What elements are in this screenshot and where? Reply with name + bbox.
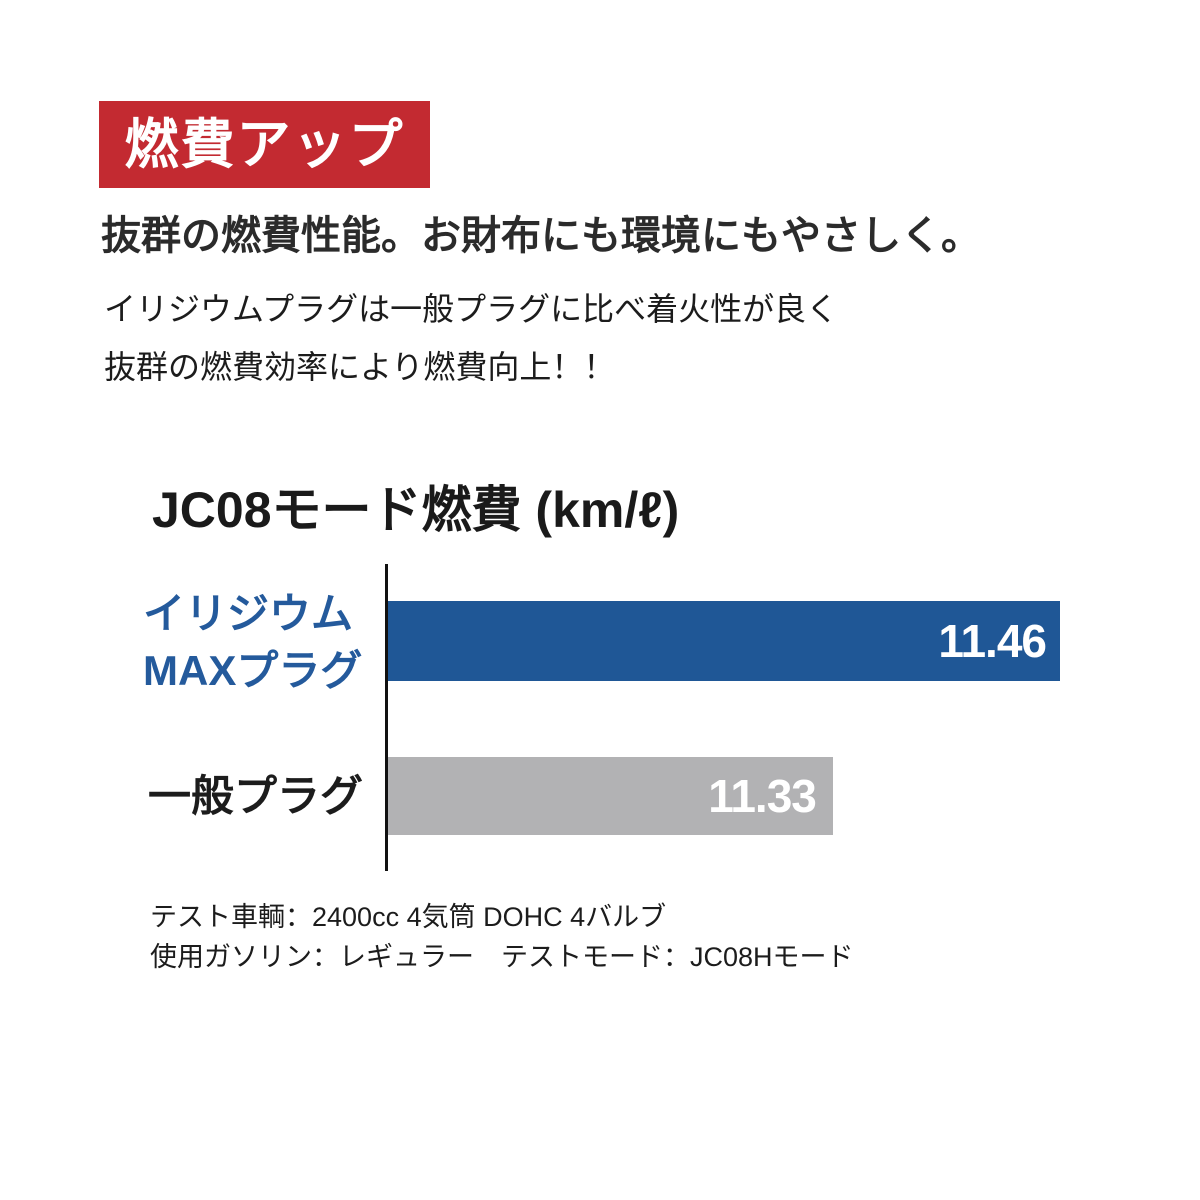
footnote-line-2: 使用ガソリン：レギュラー テストモード：JC08Hモード <box>150 942 854 972</box>
bar-value-iridium-max: 11.46 <box>938 615 1047 667</box>
chart-title: JC08モード燃費 (km/ℓ) <box>152 482 680 538</box>
headline: 抜群の燃費性能。お財布にも環境にもやさしく。 <box>101 214 981 258</box>
fuel-up-badge: 燃費アップ <box>99 101 430 188</box>
bar-label-iridium-max-plug: イリジウム MAXプラグ <box>143 590 363 695</box>
bar-standard-plug: 11.33 <box>388 757 833 835</box>
description-line-1: イリジウムプラグは一般プラグに比べ着火性が良く <box>104 291 839 327</box>
bar-iridium-max-plug: 11.46 <box>388 601 1060 681</box>
chart-y-axis-line <box>385 564 388 871</box>
bar-track-iridium-max: 11.46 <box>388 601 1060 681</box>
bar-value-standard: 11.33 <box>708 770 817 822</box>
bar-label-standard-plug: 一般プラグ <box>148 773 363 821</box>
fuel-up-badge-label: 燃費アップ <box>124 114 405 175</box>
footnote-line-1: テスト車輌：2400cc 4気筒 DOHC 4バルブ <box>150 902 667 932</box>
bar-track-standard: 11.33 <box>388 757 1060 835</box>
description-line-2: 抜群の燃費効率により燃費向上！！ <box>104 349 616 385</box>
